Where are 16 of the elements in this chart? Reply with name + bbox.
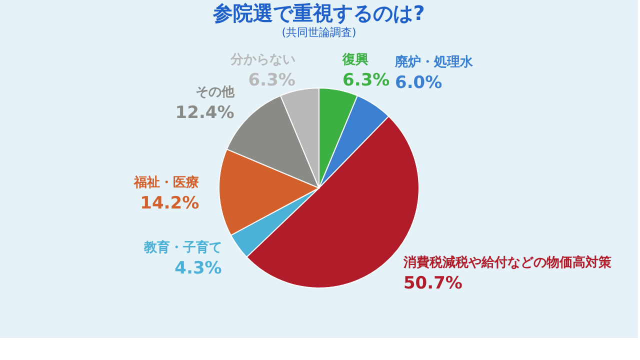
slice-label: その他	[195, 85, 236, 100]
data-label: 14.2%	[140, 194, 200, 214]
data-label: 12.4%	[175, 103, 234, 124]
data-label: 6.3%	[342, 70, 390, 90]
slice-label: 復興	[342, 52, 369, 68]
data-label: 6.0%	[394, 72, 442, 93]
slice-label: 分からない	[229, 52, 296, 68]
data-label: 50.7%	[403, 273, 462, 294]
slice-label: 教育・子育て	[142, 239, 222, 256]
data-label: 6.3%	[248, 70, 296, 90]
chart-title: 参院選で重視するのは?	[212, 1, 425, 25]
slice-label: 廃炉・処理水	[394, 54, 474, 70]
slice-label: 消費税減税や給付などの物価高対策	[402, 254, 612, 270]
slice-label: 福祉・医療	[133, 174, 200, 191]
chart-subtitle: (共同世論調査)	[282, 26, 356, 39]
data-label: 4.3%	[174, 258, 222, 278]
